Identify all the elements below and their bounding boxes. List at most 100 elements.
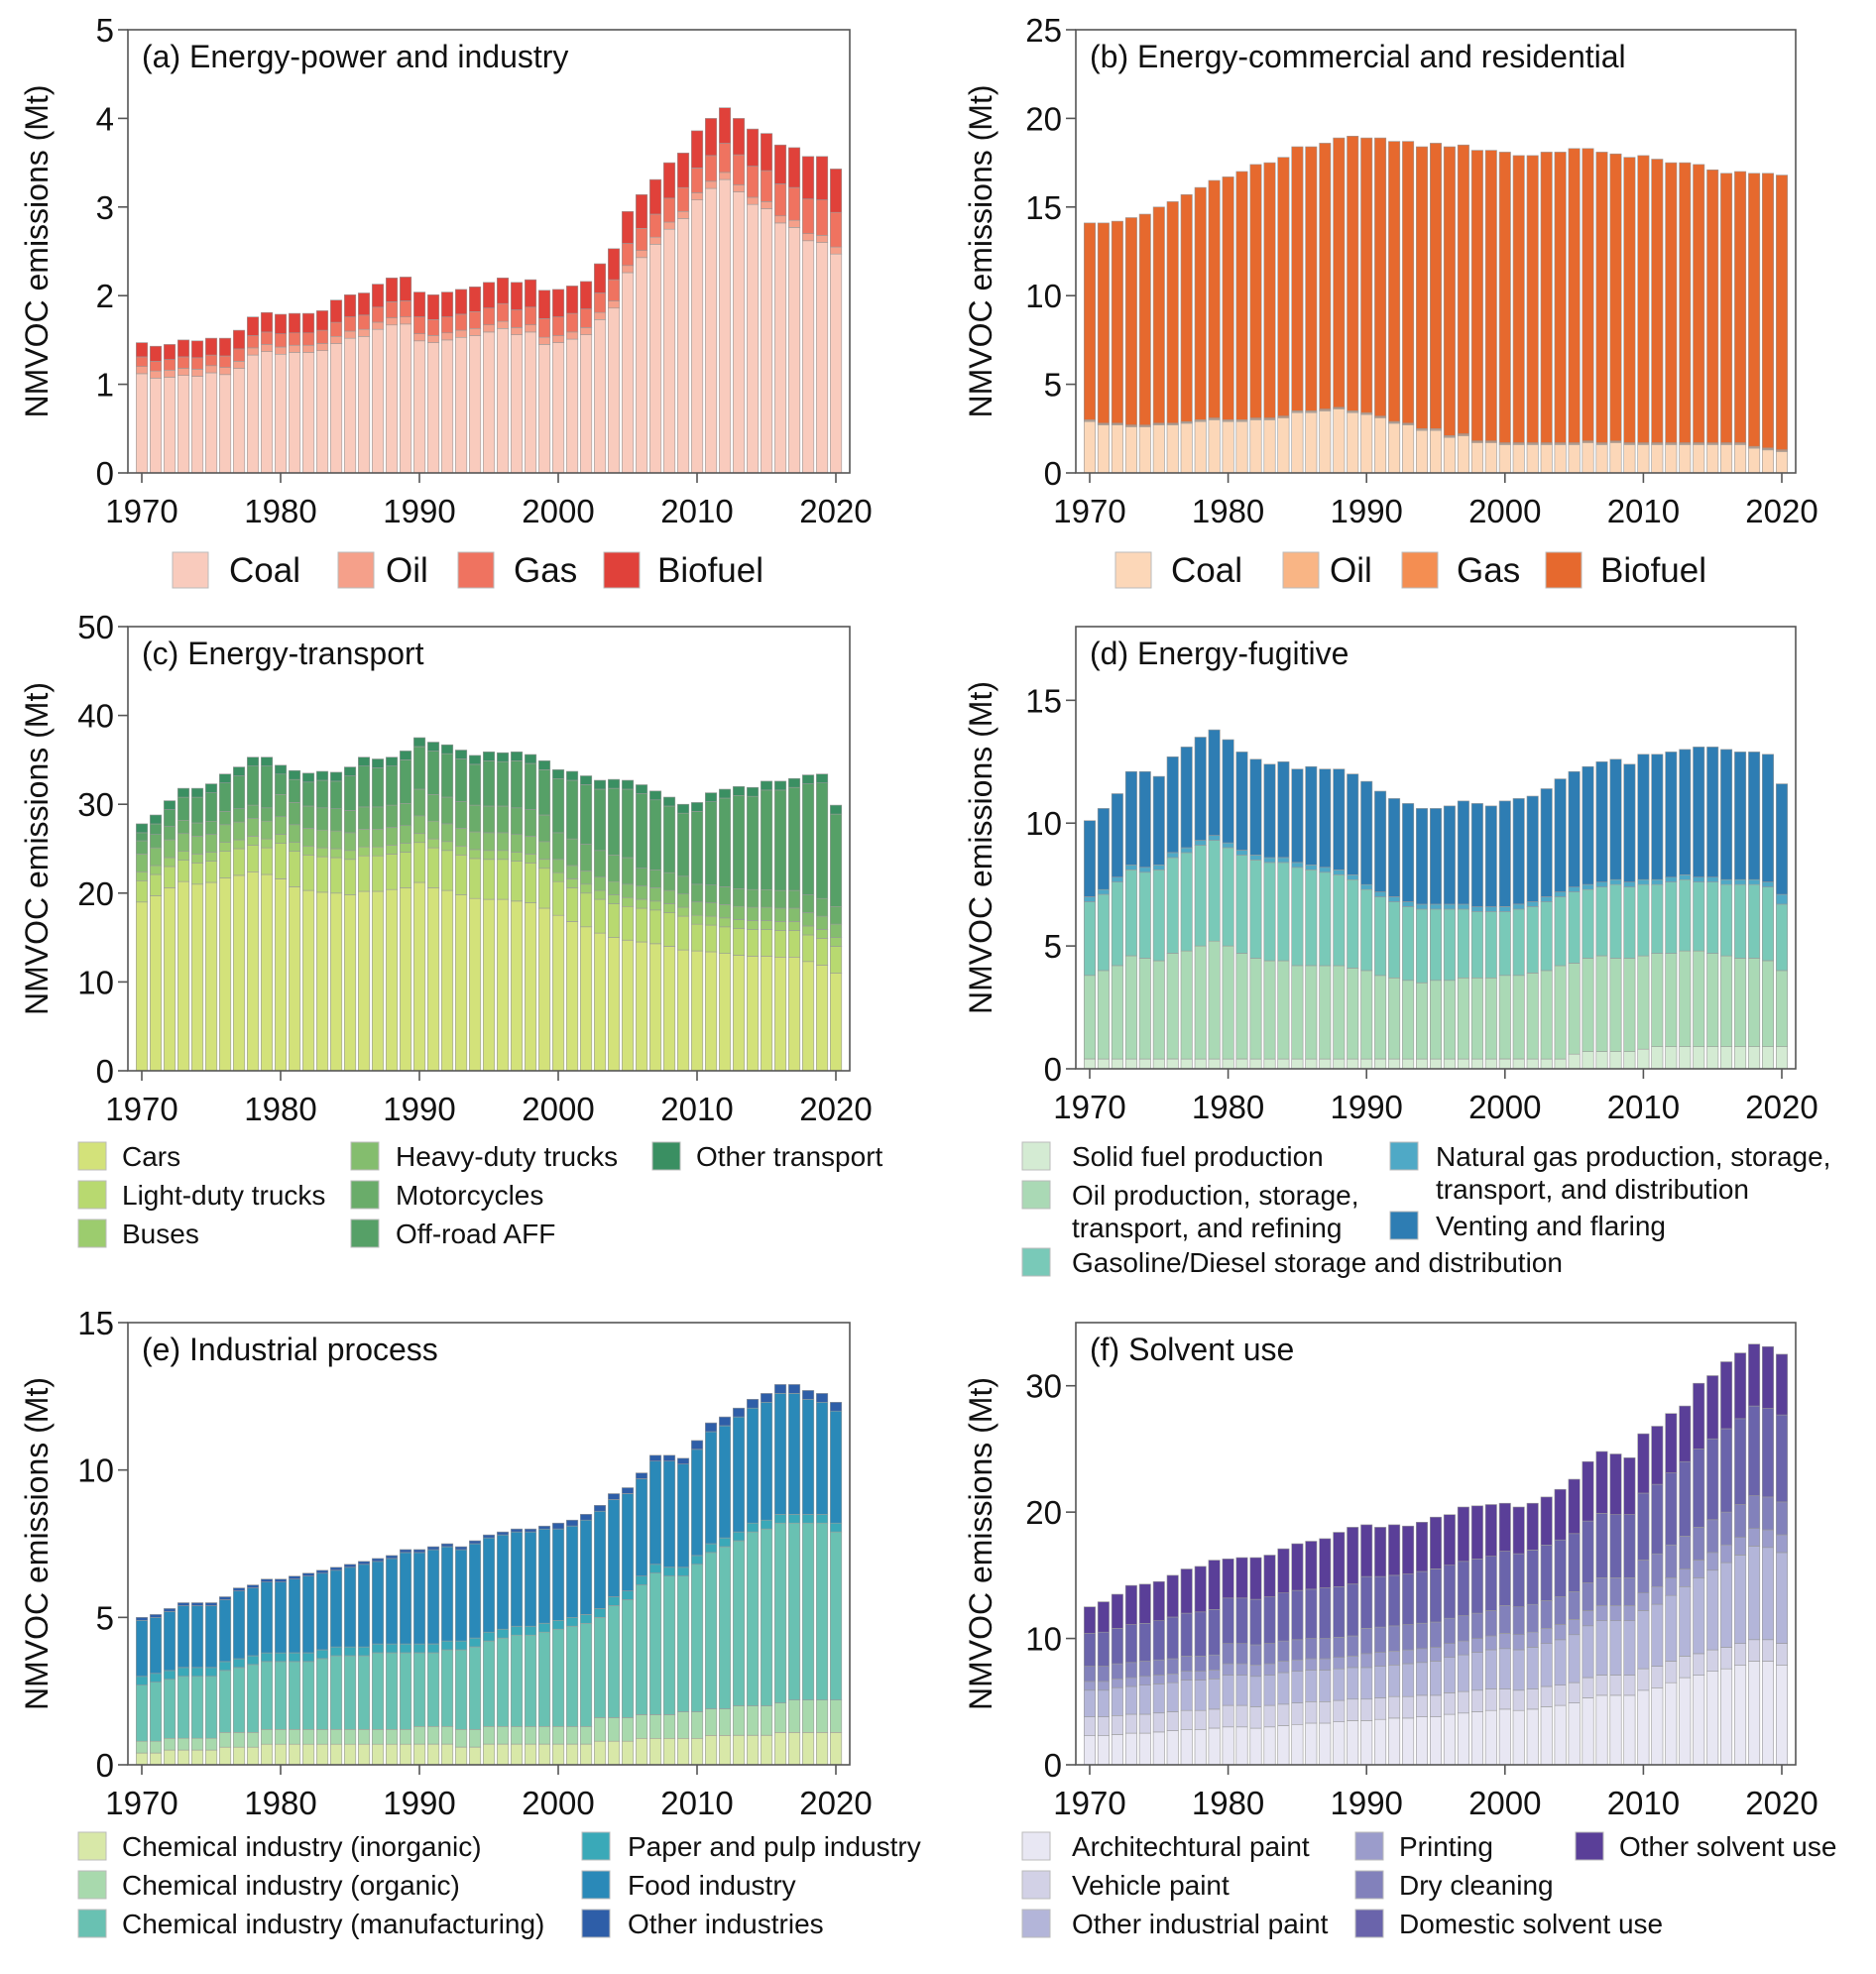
bar-segment [1637,1610,1650,1670]
bar-segment [829,946,843,974]
bar-segment [829,1522,843,1533]
legend-item: Biofuel [1545,551,1706,590]
bar-segment [288,842,301,853]
bar-segment [1484,1058,1497,1070]
bar-segment [440,1546,454,1642]
bar-segment [1706,881,1719,954]
bar-segment [1748,1343,1761,1407]
bar-segment [635,868,648,886]
bar-segment [371,1729,385,1745]
bar-segment [288,802,301,826]
bar-segment [1526,444,1539,474]
x-tick-label: 2020 [1745,493,1817,529]
bar-segment [440,1543,454,1548]
bar-segment [301,312,315,334]
bar-segment [288,1661,301,1730]
bar-segment [1430,1661,1443,1696]
bar-segment [1693,881,1705,952]
bar-segment [773,907,787,922]
bar-segment [1360,1667,1373,1700]
bar-segment [1208,940,1221,1060]
bar-segment [746,929,760,957]
bar-segment [718,1735,732,1766]
legend-item: Paper and pulp industry [581,1831,921,1862]
bar-segment [1347,1720,1359,1766]
bar-segment [593,889,607,900]
bar-segment [1360,1575,1373,1629]
bar-segment [607,1596,621,1606]
bar-segment [329,321,343,337]
bar-segment [537,318,551,338]
legend-item: Oil [1282,551,1372,590]
bar-segment [621,896,635,907]
bar-segment [760,133,773,172]
bar-segment [482,1534,496,1539]
bar-segment [1208,1560,1221,1610]
bar-segment [1762,886,1775,962]
bar-segment [1595,760,1608,882]
bar-segment [1291,1671,1304,1703]
legend-item: Oil [337,551,428,590]
legend-swatch [77,1831,107,1861]
bar-segment [1512,1689,1525,1711]
bar-segment [1693,1653,1705,1676]
bar-segment [371,1558,385,1563]
bar-segment [205,1737,218,1751]
bar-segment [1111,220,1123,424]
bar-segment [412,340,426,474]
bar-segment [1582,148,1594,442]
bar-segment [274,773,288,795]
bar-segment [1222,420,1234,474]
bar-segment [1222,1675,1234,1706]
bar-segment [454,845,468,856]
legend-item: Dry cleaning [1354,1870,1554,1901]
bar-segment [1693,1527,1705,1561]
bar-segment [1319,1638,1332,1660]
bar-segment [205,1749,218,1766]
bar-segment [482,832,496,852]
bar-segment [1457,1654,1469,1692]
bar-segment [1235,420,1248,474]
bar-segment [1665,1545,1678,1578]
bar-segment [247,1732,260,1748]
bar-segment [468,310,482,329]
bar-segment [662,912,676,947]
bar-segment [732,905,746,920]
bar-segment [1720,1562,1733,1648]
bar-segment [371,806,385,830]
bar-segment [773,1702,787,1733]
bar-segment [510,1626,524,1636]
bar-segment [247,1584,260,1588]
bar-segment [426,793,440,822]
bar-segment [1568,1682,1581,1703]
bar-segment [662,946,676,1072]
x-tick-label: 2000 [1468,493,1541,529]
bar-segment [1484,150,1497,442]
bar-segment [510,1634,524,1727]
bar-segment [1623,1675,1636,1696]
bar-segment [1430,903,1443,910]
legend-item: Gas [1401,551,1520,590]
bar-segment [662,1737,676,1766]
bar-segment [247,804,260,819]
bar-segment [1512,1634,1525,1651]
bar-segment [150,1682,163,1742]
bar-segment [496,832,510,852]
bar-segment [746,786,760,797]
bar-segment [177,356,190,369]
bar-segment [1470,442,1483,474]
bar-segment [357,756,371,767]
bar-segment [1623,763,1636,882]
bar-segment [150,1617,163,1675]
bar-segment [1402,1663,1415,1697]
bar-segment [537,814,551,843]
bar-segment [648,870,662,888]
bar-segment [1623,157,1636,443]
bar-segment [1665,752,1678,878]
bar-segment [1693,950,1705,1047]
bar-segment [718,107,732,144]
bar-segment [1416,1662,1429,1696]
bar-segment [593,850,607,877]
bar-segment [1595,1620,1608,1676]
bar-segment [760,906,773,921]
